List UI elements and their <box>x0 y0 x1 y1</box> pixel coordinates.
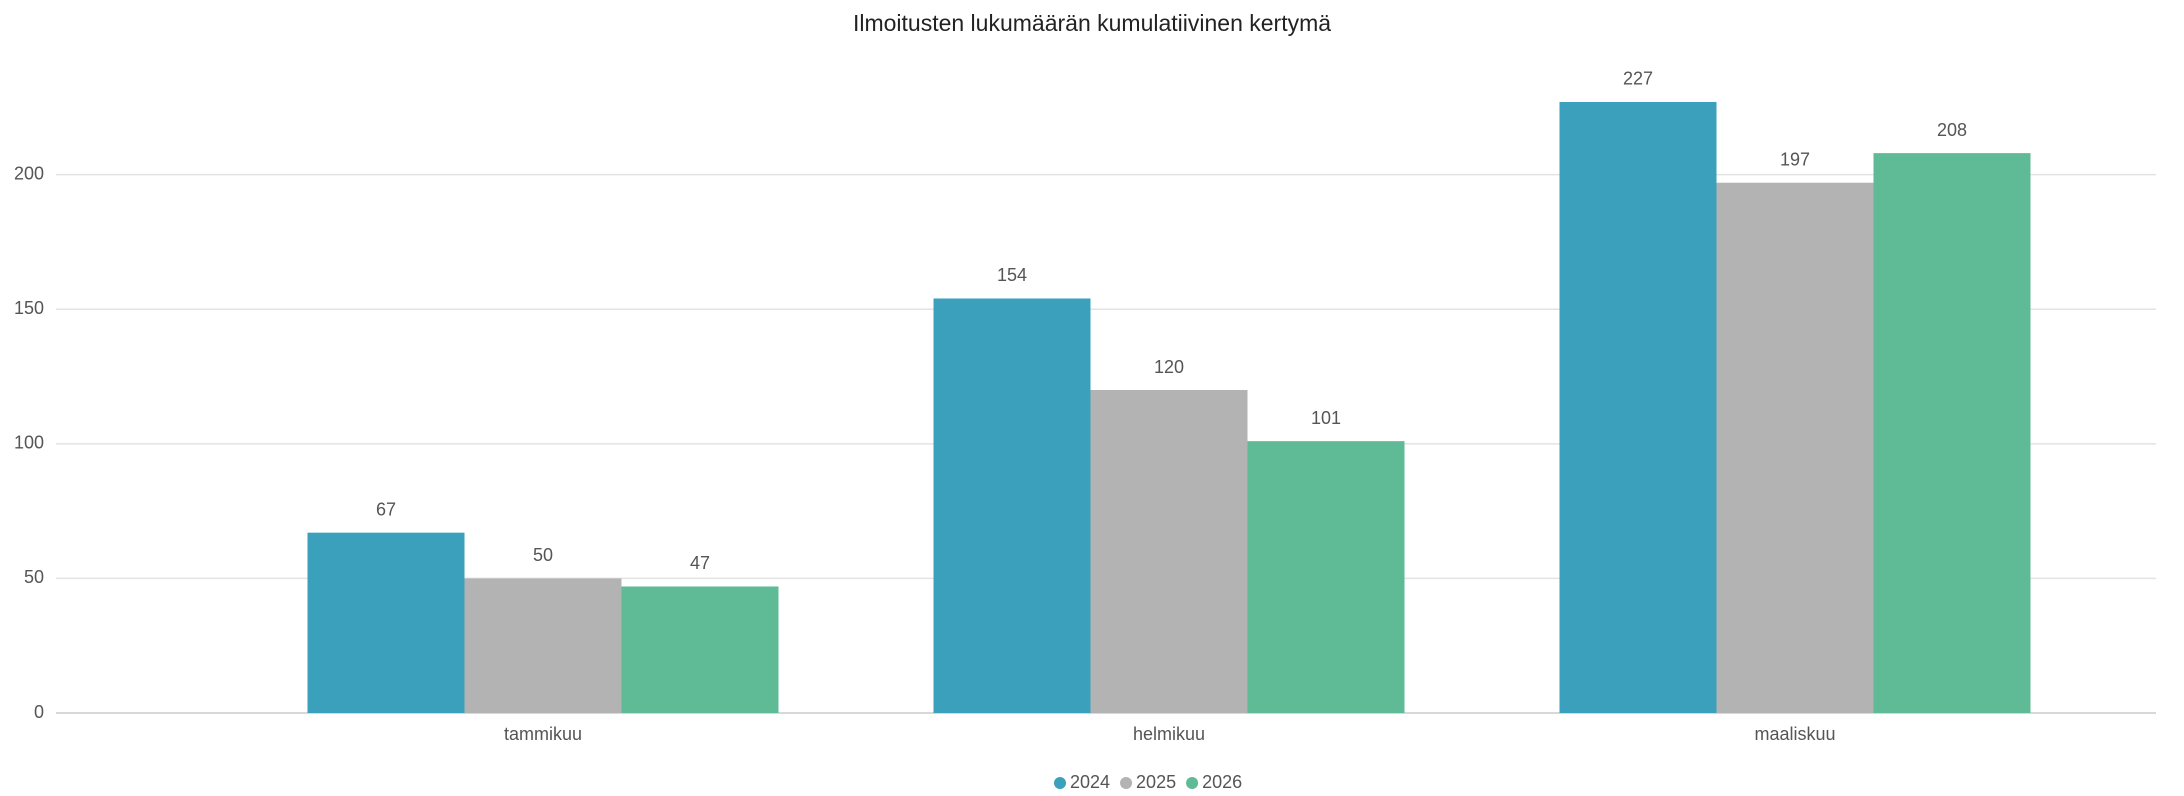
data-label: 47 <box>690 553 710 573</box>
bar <box>307 532 465 713</box>
legend-label: 2026 <box>1202 772 1242 792</box>
legend-swatch <box>1186 777 1199 789</box>
bar <box>621 586 779 713</box>
data-label: 120 <box>1154 357 1184 377</box>
data-label: 227 <box>1623 69 1653 89</box>
data-label: 50 <box>533 545 553 565</box>
legend-swatch <box>1120 777 1133 789</box>
y-tick-label: 150 <box>14 298 44 318</box>
bar <box>933 298 1091 713</box>
legend-label: 2025 <box>1136 772 1176 792</box>
bar <box>1716 182 1874 713</box>
bar <box>1873 153 2031 714</box>
y-tick-label: 100 <box>14 433 44 453</box>
legend-swatch <box>1054 777 1066 789</box>
y-tick-label: 0 <box>34 702 44 722</box>
chart-title: Ilmoitusten lukumäärän kumulatiivinen ke… <box>853 10 1331 36</box>
bar <box>464 578 622 713</box>
x-tick-label: maaliskuu <box>1754 724 1835 744</box>
data-label: 154 <box>997 265 1027 285</box>
y-tick-label: 200 <box>14 163 44 183</box>
bar <box>1090 390 1248 713</box>
data-label: 197 <box>1780 149 1810 169</box>
bar <box>1559 101 1717 713</box>
data-label: 67 <box>376 499 396 519</box>
data-label: 208 <box>1937 120 1967 140</box>
data-label: 101 <box>1311 408 1341 428</box>
x-tick-label: helmikuu <box>1133 724 1205 744</box>
bar <box>1247 441 1405 713</box>
x-tick-label: tammikuu <box>504 724 582 744</box>
y-tick-label: 50 <box>24 567 44 587</box>
legend-label: 2024 <box>1070 772 1110 792</box>
